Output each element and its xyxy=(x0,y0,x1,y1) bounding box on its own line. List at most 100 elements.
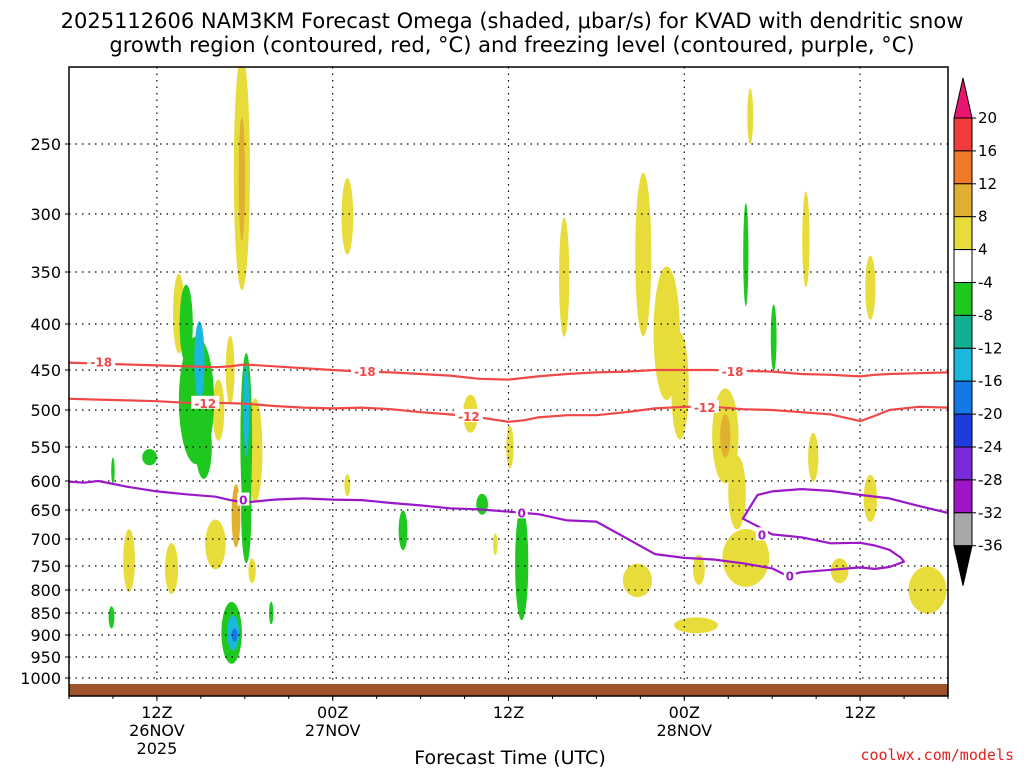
omega-positive-area xyxy=(123,529,135,592)
omega-negative-area xyxy=(241,456,252,564)
omega-positive-area xyxy=(728,455,746,530)
contour-label-bg xyxy=(718,363,747,377)
contour-label-bg xyxy=(515,505,528,519)
omega-positive-area xyxy=(559,217,570,337)
colorbar-label: 16 xyxy=(978,142,997,160)
omega-positive-area xyxy=(164,543,179,594)
y-tick-label: 950 xyxy=(30,648,61,667)
contour-label-bg xyxy=(350,363,379,377)
x-tick-label: 28NOV xyxy=(657,721,713,740)
y-tick-label: 350 xyxy=(30,263,61,282)
colorbar-label: -16 xyxy=(978,372,1003,390)
x-tick-label: 00Z xyxy=(669,703,700,722)
contour-label: -12 xyxy=(194,397,216,411)
contour-label: -12 xyxy=(458,410,480,424)
omega-negative-area xyxy=(398,510,408,551)
colorbar-segment xyxy=(953,249,973,284)
y-tick-label: 800 xyxy=(30,581,61,600)
omega-negative-area xyxy=(476,493,488,515)
contour-label-bg xyxy=(755,527,768,541)
omega-positive-area xyxy=(341,178,354,255)
contour-label-bg xyxy=(87,354,116,368)
y-tick-label: 700 xyxy=(30,530,61,549)
omega-positive-area xyxy=(863,474,877,523)
omega-positive-area xyxy=(344,474,351,497)
omega-negative-area xyxy=(142,449,157,466)
omega-positive-area xyxy=(722,529,770,587)
contour--12 xyxy=(69,397,948,423)
x-tick-label: 12Z xyxy=(844,703,875,722)
contour-label: -18 xyxy=(90,356,112,370)
y-tick-label: 400 xyxy=(30,315,61,334)
colorbar-segment xyxy=(953,413,973,448)
omega-negative-area xyxy=(111,457,115,485)
contour-label: -18 xyxy=(722,365,744,379)
y-tick-label: 250 xyxy=(30,135,61,154)
omega-positive-area xyxy=(747,88,754,144)
colorbar-label: 12 xyxy=(978,175,997,193)
omega-positive-area xyxy=(865,255,876,320)
omega-shading xyxy=(108,67,947,664)
colorbar: 20 16 12 8 4 -4 -8 -12 -16 -20 -24 -28 -32 -36 xyxy=(953,77,1003,586)
colorbar-segment xyxy=(953,446,973,481)
omega-positive-area xyxy=(802,191,810,288)
omega-negative-area xyxy=(770,304,777,372)
colorbar-label: 4 xyxy=(978,241,988,259)
contour-label-bg xyxy=(237,492,250,506)
omega-negative-area xyxy=(243,363,250,457)
colorbar-segment xyxy=(953,183,973,218)
colorbar-label: -24 xyxy=(978,438,1003,456)
omega-positive-area xyxy=(248,558,256,584)
omega-positive-area xyxy=(622,563,653,598)
chart-title-line1: 2025112606 NAM3KM Forecast Omega (shaded… xyxy=(61,9,964,33)
y-tick-label: 600 xyxy=(30,472,61,491)
ground-band xyxy=(69,684,948,696)
chart-title-line2: growth region (contoured, red, °C) and f… xyxy=(109,33,914,57)
y-axis: 250 300 350 400 450 500 550 600 650 700 750 800 850 9… xyxy=(20,135,69,688)
omega-negative-area xyxy=(231,628,238,642)
contour-label: -12 xyxy=(694,401,716,415)
x-tick-label: 27NOV xyxy=(305,721,361,740)
contour-label-bg xyxy=(454,408,483,422)
contour-lines xyxy=(69,361,948,577)
omega-positive-area xyxy=(671,332,689,440)
contour-label: -18 xyxy=(354,365,376,379)
ground-surface xyxy=(69,684,948,696)
y-tick-label: 900 xyxy=(30,626,61,645)
colorbar-segment xyxy=(953,512,973,547)
colorbar-bottom-arrow xyxy=(953,545,973,586)
contour-0 xyxy=(69,479,948,577)
x-tick-label: 00Z xyxy=(317,703,348,722)
contour-labels: -18 -18 -18 -12 -12 -12 0 0 0 0 xyxy=(87,354,796,584)
contour-label-bg xyxy=(191,395,220,409)
colorbar-label: -32 xyxy=(978,504,1003,522)
colorbar-top-arrow xyxy=(953,77,973,119)
contour-label: 0 xyxy=(239,494,247,508)
x-tick-label: 2025 xyxy=(137,739,178,758)
omega-positive-area xyxy=(720,414,731,458)
omega-negative-area xyxy=(194,321,205,401)
omega-positive-area xyxy=(693,554,705,585)
colorbar-label: -4 xyxy=(978,274,993,292)
colorbar-segment xyxy=(953,150,973,185)
colorbar-label: -36 xyxy=(978,537,1003,555)
omega-positive-area xyxy=(674,617,718,634)
colorbar-label: 20 xyxy=(978,109,997,127)
y-tick-label: 750 xyxy=(30,557,61,576)
omega-negative-area xyxy=(743,203,749,307)
omega-positive-area xyxy=(212,379,225,441)
contour--18 xyxy=(69,361,948,381)
x-tick-label: 12Z xyxy=(493,703,524,722)
omega-positive-area xyxy=(225,335,235,405)
omega-negative-area xyxy=(195,415,212,479)
colorbar-label: -28 xyxy=(978,471,1003,489)
x-tick-label: 12Z xyxy=(141,703,172,722)
omega-negative-area xyxy=(108,606,115,629)
omega-positive-area xyxy=(493,533,498,556)
y-tick-label: 450 xyxy=(30,361,61,380)
contour-label-bg xyxy=(690,399,719,413)
colorbar-segment xyxy=(953,380,973,415)
colorbar-segment xyxy=(953,282,973,316)
omega-positive-area xyxy=(635,172,652,337)
